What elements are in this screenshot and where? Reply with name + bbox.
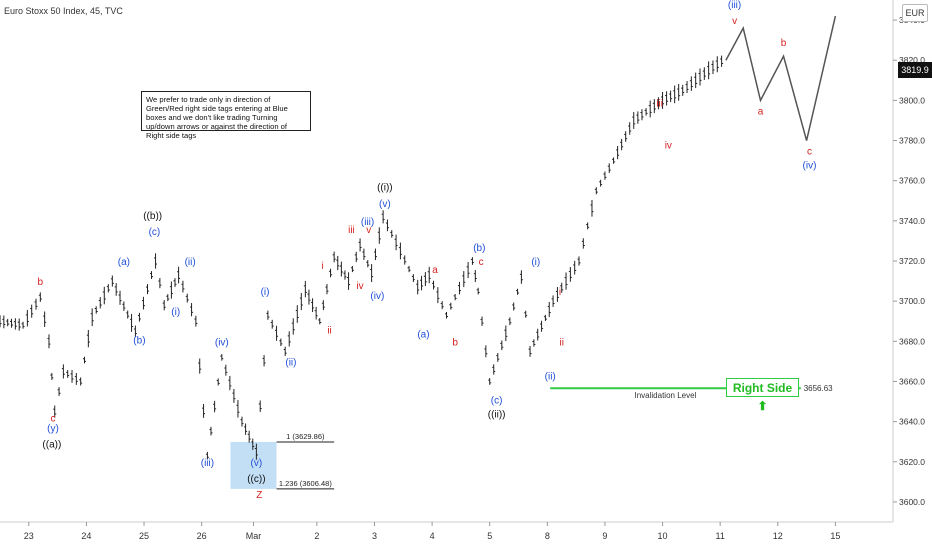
fib-label-bottom: 1.236 (3606.48) bbox=[279, 479, 332, 488]
y-tick-label: 3680.0 bbox=[899, 336, 925, 346]
invalidation-label: Invalidation Level bbox=[635, 391, 697, 400]
x-tick-label: 11 bbox=[715, 531, 724, 541]
x-tick-label: Mar bbox=[246, 531, 262, 541]
y-tick-label: 3780.0 bbox=[899, 136, 925, 146]
x-tick-label: 10 bbox=[658, 531, 668, 541]
wave-label: a bbox=[432, 265, 438, 276]
blue-box bbox=[230, 441, 277, 489]
y-tick-label: 3740.0 bbox=[899, 216, 925, 226]
y-tick-label: 3620.0 bbox=[899, 457, 925, 467]
up-arrow-icon: ⬆ bbox=[757, 399, 768, 413]
currency-button[interactable]: EUR bbox=[902, 4, 928, 22]
wave-label: (v) bbox=[251, 458, 263, 469]
wave-label: ((ii)) bbox=[488, 410, 506, 421]
right-side-label: Right Side bbox=[732, 381, 793, 395]
x-tick-label: 8 bbox=[545, 531, 550, 541]
wave-label: ((b)) bbox=[143, 211, 162, 222]
wave-label: (v) bbox=[379, 199, 391, 210]
wave-label: (c) bbox=[149, 227, 161, 238]
y-tick-label: 3820.0 bbox=[899, 55, 925, 65]
x-tick-label: 24 bbox=[81, 531, 91, 541]
y-tick-label: 3600.0 bbox=[899, 497, 925, 507]
x-tick-label: 4 bbox=[430, 531, 435, 541]
wave-label: iv bbox=[665, 141, 672, 152]
wave-label: (b) bbox=[473, 243, 485, 254]
x-tick-label: 12 bbox=[773, 531, 783, 541]
wave-label: (y) bbox=[47, 424, 59, 435]
x-tick-label: 26 bbox=[197, 531, 207, 541]
wave-label: (iv) bbox=[370, 291, 384, 302]
wave-label: b bbox=[38, 277, 44, 288]
y-tick-label: 3760.0 bbox=[899, 176, 925, 186]
x-tick-label: 25 bbox=[139, 531, 149, 541]
wave-label: c bbox=[807, 147, 812, 158]
fib-label-top: 1 (3629.86) bbox=[286, 432, 325, 441]
wave-label: c bbox=[479, 257, 484, 268]
wave-label: (ii) bbox=[185, 257, 196, 268]
wave-label: (a) bbox=[118, 257, 130, 268]
wave-label: (b) bbox=[133, 335, 145, 346]
wave-label: (ii) bbox=[285, 357, 296, 368]
wave-label: v bbox=[732, 16, 737, 27]
wave-label: (i) bbox=[531, 257, 540, 268]
wave-label: b bbox=[452, 337, 458, 348]
wave-label: i bbox=[559, 287, 561, 298]
chart-title: Euro Stoxx 50 Index, 45, TVC bbox=[4, 6, 123, 16]
y-tick-label: 3660.0 bbox=[899, 376, 925, 386]
trading-note: We prefer to trade only in direction of … bbox=[141, 91, 311, 140]
x-tick-label: 3 bbox=[372, 531, 377, 541]
wave-label: v bbox=[366, 225, 371, 236]
y-tick-label: 3800.0 bbox=[899, 95, 925, 105]
y-tick-label: 3640.0 bbox=[899, 417, 925, 427]
wave-label: i bbox=[322, 261, 324, 272]
wave-label: (iii) bbox=[201, 458, 214, 469]
wave-label: a bbox=[758, 106, 764, 117]
last-price-tag: 3819.9 bbox=[898, 62, 932, 78]
right-side-tag: Right Side ⬆ bbox=[726, 378, 799, 413]
wave-label: iii bbox=[348, 225, 355, 236]
x-tick-label: 2 bbox=[314, 531, 319, 541]
wave-label: (iv) bbox=[803, 161, 817, 172]
wave-label: (c) bbox=[491, 396, 503, 407]
wave-label: (iii) bbox=[728, 0, 741, 11]
wave-label: ((c)) bbox=[247, 474, 265, 485]
x-tick-label: 5 bbox=[487, 531, 492, 541]
wave-label: ((a)) bbox=[42, 440, 61, 451]
wave-label: (iv) bbox=[215, 337, 229, 348]
wave-label: ((i)) bbox=[377, 183, 393, 194]
wave-label: (iii) bbox=[361, 217, 374, 228]
wave-label: iii bbox=[656, 98, 663, 109]
wave-label: ii bbox=[559, 337, 563, 348]
wave-label: (a) bbox=[417, 329, 429, 340]
y-tick-label: 3720.0 bbox=[899, 256, 925, 266]
wave-label: ii bbox=[327, 325, 331, 336]
wave-label: (i) bbox=[261, 287, 270, 298]
x-tick-label: 23 bbox=[24, 531, 34, 541]
invalidation-value: 3656.63 bbox=[804, 384, 833, 393]
wave-label: (i) bbox=[171, 307, 180, 318]
wave-label: b bbox=[781, 38, 787, 49]
wave-label: (ii) bbox=[545, 371, 556, 382]
wave-label: Z bbox=[256, 490, 262, 501]
projection-path bbox=[725, 15, 837, 141]
x-tick-label: 15 bbox=[830, 531, 840, 541]
wave-label: c bbox=[51, 414, 56, 425]
wave-label: iv bbox=[356, 281, 363, 292]
y-tick-label: 3700.0 bbox=[899, 296, 925, 306]
x-tick-label: 9 bbox=[602, 531, 607, 541]
